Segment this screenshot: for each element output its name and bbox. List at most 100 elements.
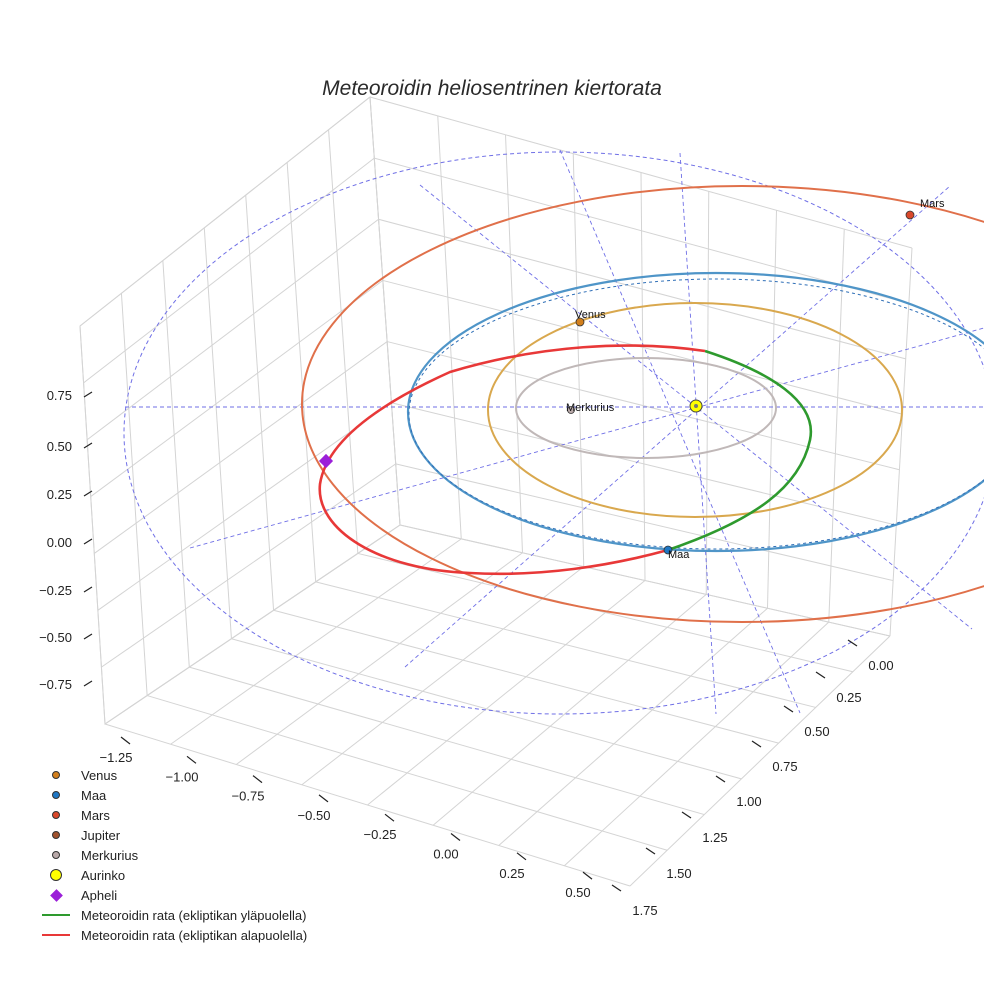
gridline: [147, 695, 668, 851]
gridline: [79, 325, 106, 725]
legend-symbol: [40, 925, 72, 945]
gridline: [162, 260, 190, 668]
y-tick: [681, 811, 692, 819]
gridline: [399, 524, 891, 637]
gridline: [245, 195, 275, 611]
y-tick-label: 1.00: [736, 794, 761, 809]
gridline: [104, 524, 401, 725]
gridline: [369, 96, 913, 249]
x-tick-label: 0.00: [433, 847, 458, 862]
legend: Venus Maa Mars Jupiter Merkurius Aurinko Aphel…: [40, 765, 360, 945]
merkurius-marker: [567, 406, 575, 414]
gridline: [564, 621, 830, 867]
gridline: [357, 552, 853, 673]
y-tick: [715, 775, 726, 783]
legend-marker-swatch: [49, 888, 63, 902]
gridline: [286, 162, 317, 582]
y-tick-label: 0.75: [772, 759, 797, 774]
gridline: [382, 279, 903, 415]
ecliptic-spoke: [419, 184, 973, 630]
z-axis: 0.75 0.50 0.25 0.00 −0.25 −0.50 −0.75: [39, 388, 93, 692]
legend-item: Meteoroidin rata (ekliptikan yläpuolella…: [40, 905, 360, 925]
z-tick-label: −0.50: [39, 630, 72, 645]
label-maa: Maa: [668, 549, 690, 561]
legend-item: Venus: [40, 765, 360, 785]
markers: Venus Maa Mars Merkurius: [318, 198, 945, 561]
orbit-maa: [406, 271, 984, 553]
x-tick-label: 0.50: [565, 885, 590, 900]
x-tick: [318, 794, 329, 803]
gridline: [189, 666, 705, 816]
x-tick-label: −1.25: [100, 750, 133, 765]
mars-marker: [905, 210, 915, 220]
ecliptic-reference: [123, 149, 984, 715]
legend-marker-swatch: [52, 771, 60, 779]
x-tick: [252, 775, 263, 784]
z-tick: [83, 490, 93, 497]
gridline: [505, 134, 523, 553]
venus-marker: [575, 317, 585, 327]
gridline: [97, 402, 392, 611]
gridline: [432, 593, 707, 826]
x-axis: −1.25 −1.00 −0.75 −0.50 −0.25 0.00 0.25 0.50: [100, 736, 593, 900]
legend-label: Merkurius: [81, 847, 139, 863]
y-tick: [645, 847, 656, 855]
box-grid: [79, 96, 913, 887]
gridline: [395, 463, 894, 582]
orbit-venus: [487, 302, 903, 518]
x-tick: [186, 755, 197, 764]
x-tick-label: −0.25: [364, 827, 397, 842]
gridline: [705, 191, 710, 595]
legend-item: Meteoroidin rata (ekliptikan alapuolella…: [40, 925, 360, 945]
meteoroid-path: [318, 344, 813, 576]
maa-marker: [663, 545, 673, 555]
legend-marker-swatch: [52, 851, 60, 859]
z-tick-label: 0.75: [47, 388, 72, 403]
legend-symbol: [40, 885, 72, 905]
legend-marker-swatch: [52, 811, 60, 819]
label-merkurius: Merkurius: [566, 402, 615, 414]
legend-symbol: [40, 825, 72, 845]
x-tick: [384, 813, 395, 822]
z-tick: [83, 633, 93, 640]
gridline: [437, 115, 462, 539]
ecliptic-spoke: [404, 185, 951, 668]
legend-symbol: [40, 845, 72, 865]
gridline: [273, 609, 779, 744]
legend-line-swatch: [42, 914, 70, 916]
gridline: [101, 463, 396, 668]
legend-label: Mars: [81, 807, 110, 823]
gridline: [498, 607, 768, 846]
x-tick-label: −0.75: [232, 789, 265, 804]
y-tick-label: 1.75: [632, 903, 657, 918]
legend-label: Apheli: [81, 887, 118, 903]
legend-symbol: [40, 905, 72, 925]
gridline: [374, 157, 909, 304]
y-axis: 0.00 0.25 0.50 0.75 1.00 1.25 1.50 1.75: [611, 639, 894, 918]
y-tick: [611, 884, 622, 892]
ecliptic-spoke: [679, 152, 717, 715]
y-tick-label: 1.50: [666, 866, 691, 881]
legend-symbol: [40, 765, 72, 785]
gridline: [90, 280, 384, 497]
legend-line-swatch: [42, 934, 70, 936]
planet-orbits: [301, 185, 984, 623]
ecliptic-circle: [123, 151, 984, 715]
z-tick-label: −0.25: [39, 583, 72, 598]
legend-label: Venus: [81, 767, 118, 783]
ecliptic-spoke: [189, 327, 984, 549]
legend-item: Merkurius: [40, 845, 360, 865]
x-tick: [120, 736, 131, 745]
gridline: [367, 580, 646, 806]
gridline: [328, 129, 359, 554]
gridline: [93, 341, 388, 554]
legend-label: Meteoroidin rata (ekliptikan alapuolella…: [81, 927, 308, 943]
gridline: [378, 218, 906, 360]
z-tick-label: 0.25: [47, 487, 72, 502]
gridline: [640, 172, 646, 581]
gridline: [301, 566, 585, 786]
gridline: [79, 96, 371, 327]
z-tick-label: −0.75: [39, 677, 72, 692]
gridline: [828, 229, 845, 623]
